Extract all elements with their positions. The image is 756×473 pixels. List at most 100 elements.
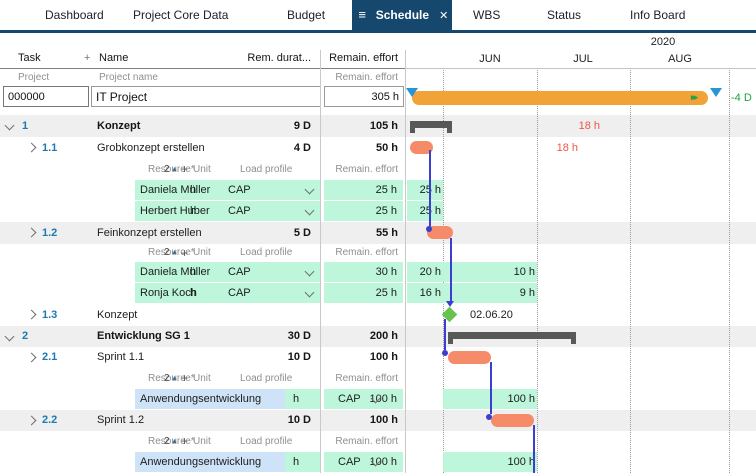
resource-header-load-profile: Load profile	[240, 436, 293, 447]
timeline-month-jun: JUN	[479, 53, 501, 65]
task-effort: 200 h	[369, 330, 398, 342]
sort-ascending-icon[interactable]: ▲	[171, 438, 178, 445]
gantt-bar-2.1[interactable]	[448, 350, 491, 364]
task-row-2[interactable]: 2 Entwicklung SG 1 30 D 200 h	[0, 326, 756, 347]
gantt-effort-band	[407, 262, 537, 282]
sort-ascending-icon[interactable]: ▲	[171, 166, 178, 173]
resource-header-label: Resource*	[148, 164, 195, 175]
add-resource-icon[interactable]: +	[181, 434, 189, 448]
gridline-aug	[630, 70, 631, 473]
resource-cell[interactable]	[135, 180, 320, 200]
expand-icon[interactable]	[26, 415, 37, 425]
period-effort-value: 9 h	[519, 287, 535, 299]
resource-cell	[285, 389, 320, 409]
nav-tab-dashboard[interactable]: Dashboard	[45, 0, 104, 30]
task-name: Grobkonzept erstellen	[97, 142, 205, 154]
close-tab-icon[interactable]: ✕	[439, 10, 449, 22]
resource-unit: h	[190, 205, 197, 217]
resource-header-effort: Remain. effort	[335, 164, 398, 175]
add-column-icon[interactable]: +	[84, 52, 91, 64]
project-start-marker-icon[interactable]	[406, 88, 418, 97]
project-effort-input[interactable]	[324, 86, 404, 107]
column-header-name[interactable]: Name	[99, 52, 129, 64]
subheader-project: Project	[18, 72, 50, 83]
resource-row[interactable]: Daniela Müller h CAP 25 h 25 h	[0, 180, 756, 201]
task-row-1.3[interactable]: 1.3 Konzept 02.06.20	[0, 304, 756, 326]
expand-icon[interactable]	[26, 352, 37, 362]
resource-row[interactable]: Anwendungsentwicklung h CAP 100 h 100 h	[0, 389, 756, 410]
timeline-month-jul: JUL	[573, 53, 593, 65]
team-resource-cell[interactable]	[135, 452, 285, 472]
expand-icon[interactable]	[26, 309, 37, 320]
collapse-icon[interactable]	[4, 120, 15, 131]
nav-tab-budget[interactable]: Budget	[287, 0, 325, 30]
gantt-bar-1.1[interactable]	[410, 141, 433, 154]
task-row-1.1[interactable]: 1.1 Grobkonzept erstellen 4 D 50 h 18 h	[0, 137, 756, 159]
gantt-effort-band	[407, 180, 443, 200]
nav-tab-label: Schedule	[375, 8, 430, 22]
resource-header-row: Resource* 2 ▲ + Unit Load profile Remain. effo…	[0, 431, 756, 452]
gantt-bar-1.2[interactable]	[427, 226, 453, 239]
task-name: Konzept	[97, 309, 138, 321]
subheader-project-name: Project name	[99, 72, 158, 83]
resource-cell	[285, 452, 320, 472]
dependency-dot-icon	[426, 226, 432, 232]
resource-row[interactable]: Anwendungsentwicklung h CAP 100 h 100 h	[0, 452, 756, 473]
add-resource-icon[interactable]: +	[181, 246, 189, 260]
resource-name: Daniela Müller	[140, 266, 211, 278]
gantt-bar-2.2[interactable]	[491, 413, 534, 427]
gantt-bar-project[interactable]	[412, 91, 708, 105]
gridline-jul	[537, 70, 538, 473]
resource-row[interactable]: Herbert Huber h CAP 25 h 25 h	[0, 201, 756, 222]
nav-tab-info-board[interactable]: Info Board	[630, 0, 685, 30]
nav-tab-label: Dashboard	[45, 8, 104, 22]
resource-row[interactable]: Ronja Koch h CAP 25 h 16 h 9 h	[0, 283, 756, 304]
resource-header-row: Resource* 2 ▲ + Unit Load profile Remain. effo…	[0, 244, 756, 262]
task-row-2.1[interactable]: 2.1 Sprint 1.1 10 D 100 h	[0, 347, 756, 368]
add-resource-icon[interactable]: +	[181, 162, 189, 176]
resource-cell[interactable]	[135, 283, 320, 303]
resource-cell[interactable]	[135, 262, 320, 282]
row-shading	[0, 115, 756, 137]
sort-ascending-icon[interactable]: ▲	[171, 249, 178, 256]
gantt-effort-band	[443, 452, 537, 472]
resource-name: Ronja Koch	[140, 287, 197, 299]
task-row-1[interactable]: 1 Konzept 9 D 105 h 18 h	[0, 115, 756, 137]
resource-cell[interactable]	[135, 201, 320, 221]
load-profile-value: CAP	[228, 266, 251, 278]
expand-icon[interactable]	[26, 142, 37, 153]
column-header-task[interactable]: Task	[18, 52, 41, 64]
column-header-effort[interactable]: Remain. effort	[329, 52, 398, 64]
project-id-input[interactable]	[3, 86, 89, 107]
gantt-summary-bar-1[interactable]	[410, 121, 452, 133]
add-resource-icon[interactable]: +	[181, 371, 189, 385]
nav-tab-schedule[interactable]: ≡ Schedule ✕	[352, 0, 452, 30]
dependency-line	[429, 150, 431, 229]
resource-row[interactable]: Daniela Müller h CAP 30 h 20 h 10 h	[0, 262, 756, 283]
column-header-duration[interactable]: Rem. durat...	[247, 52, 311, 64]
nav-tab-wbs[interactable]: WBS	[473, 0, 500, 30]
task-name: Sprint 1.1	[97, 351, 145, 363]
nav-tab-status[interactable]: Status	[547, 0, 581, 30]
task-row-2.2[interactable]: 2.2 Sprint 1.2 10 D 100 h	[0, 410, 756, 431]
load-profile-value: CAP	[228, 184, 251, 196]
resource-effort-cell	[324, 452, 403, 472]
task-row-1.2[interactable]: 1.2 Feinkonzept erstellen 5 D 55 h	[0, 222, 756, 244]
task-name: Sprint 1.2	[97, 414, 145, 426]
project-end-marker-icon[interactable]	[710, 88, 722, 97]
resource-name: Herbert Huber	[140, 205, 210, 217]
resource-unit: h	[293, 456, 300, 468]
expand-icon[interactable]	[26, 227, 37, 238]
overload-warning: 18 h	[578, 120, 600, 132]
collapse-icon[interactable]	[4, 331, 15, 341]
gantt-summary-bar-2[interactable]	[448, 331, 576, 344]
menu-icon[interactable]: ≡	[358, 7, 366, 22]
resource-header-row: Resource* 2 ▲ + Unit Load profile Remain. effo…	[0, 159, 756, 180]
nav-tab-project-core-data[interactable]: Project Core Data	[133, 0, 228, 30]
period-effort-value: 100 h	[507, 456, 535, 468]
team-resource-cell[interactable]	[135, 389, 285, 409]
gridline-sep	[729, 70, 730, 473]
sort-ascending-icon[interactable]: ▲	[171, 375, 178, 382]
project-name-input[interactable]	[91, 86, 321, 107]
header-underline	[0, 68, 406, 69]
